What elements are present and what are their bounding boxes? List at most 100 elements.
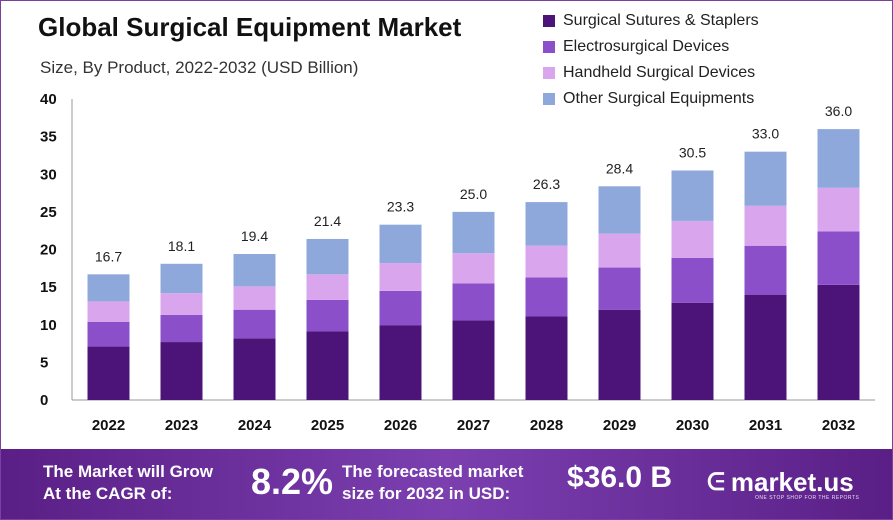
bar-segment bbox=[379, 263, 422, 291]
y-tick-label: 25 bbox=[40, 204, 57, 221]
y-tick-label: 40 bbox=[40, 91, 57, 108]
legend-swatch-handheld bbox=[543, 67, 555, 79]
legend-swatch-other bbox=[543, 93, 555, 105]
y-tick-label: 5 bbox=[40, 354, 48, 371]
x-tick-label: 2029 bbox=[603, 417, 636, 434]
total-label: 28.4 bbox=[606, 160, 633, 176]
total-label: 33.0 bbox=[752, 126, 779, 142]
bar-segment bbox=[306, 331, 349, 400]
chart-legend: Surgical Sutures & Staplers Electrosurgi… bbox=[543, 8, 759, 112]
bar-segment bbox=[525, 277, 568, 317]
bar-segment bbox=[160, 263, 203, 294]
legend-label-handheld: Handheld Surgical Devices bbox=[563, 64, 756, 81]
footer-forecast-caption: The forecasted market size for 2032 in U… bbox=[342, 461, 572, 505]
bar-segment bbox=[379, 325, 422, 400]
footer-forecast-caption-line2: size for 2032 in USD: bbox=[342, 484, 511, 503]
bar-segment bbox=[525, 316, 568, 400]
total-label: 21.4 bbox=[314, 213, 341, 229]
brand-name: market.us bbox=[730, 467, 854, 497]
x-tick-label: 2025 bbox=[311, 417, 344, 434]
bar-segment bbox=[233, 309, 276, 339]
brand-mark-icon: ᕮ bbox=[707, 468, 725, 496]
chart-subtitle: Size, By Product, 2022-2032 (USD Billion… bbox=[40, 58, 359, 77]
x-tick-label: 2028 bbox=[530, 417, 563, 434]
x-tick-label: 2027 bbox=[457, 417, 490, 434]
y-tick-label: 30 bbox=[40, 166, 57, 183]
bar-segment bbox=[671, 220, 714, 258]
x-tick-label: 2024 bbox=[238, 417, 272, 434]
total-label: 26.3 bbox=[533, 176, 560, 192]
bar-segment bbox=[87, 274, 130, 302]
y-tick-label: 20 bbox=[40, 242, 57, 259]
bar-segment bbox=[744, 294, 787, 400]
bar-segment bbox=[87, 346, 130, 400]
footer-forecast-value: $36.0 B bbox=[567, 461, 673, 494]
footer-forecast-caption-line1: The forecasted market bbox=[342, 462, 524, 481]
y-tick-label: 0 bbox=[40, 392, 48, 409]
legend-item-electrosurgical: Electrosurgical Devices bbox=[543, 34, 759, 60]
bar-segment bbox=[452, 320, 495, 400]
legend-item-handheld: Handheld Surgical Devices bbox=[543, 60, 759, 86]
x-tick-label: 2026 bbox=[384, 417, 417, 434]
bar-segment bbox=[671, 257, 714, 303]
footer-cagr-caption-line1: The Market will Grow bbox=[43, 462, 214, 481]
footer-cagr-caption-line2: At the CAGR of: bbox=[43, 484, 173, 503]
total-label: 25.0 bbox=[460, 186, 487, 202]
bar-segment bbox=[598, 309, 641, 400]
bar-segment bbox=[233, 254, 276, 287]
bar-segment bbox=[452, 253, 495, 284]
legend-label-sutures: Surgical Sutures & Staplers bbox=[563, 12, 759, 29]
legend-label-electrosurgical: Electrosurgical Devices bbox=[563, 38, 730, 55]
bar-segment bbox=[452, 283, 495, 321]
x-tick-label: 2023 bbox=[165, 417, 198, 434]
y-tick-label: 35 bbox=[40, 129, 57, 146]
bar-segment bbox=[87, 301, 130, 322]
bar-segment bbox=[233, 286, 276, 310]
bar-segment bbox=[233, 338, 276, 400]
x-tick-label: 2022 bbox=[92, 417, 125, 434]
bar-segment bbox=[744, 245, 787, 295]
total-label: 23.3 bbox=[387, 199, 414, 215]
total-label: 18.1 bbox=[168, 238, 195, 254]
bar-segment bbox=[817, 187, 860, 232]
y-tick-label: 15 bbox=[40, 279, 57, 296]
bar-segment bbox=[525, 202, 568, 246]
bar-segment bbox=[87, 321, 130, 347]
legend-swatch-sutures bbox=[543, 15, 555, 27]
total-label: 36.0 bbox=[825, 103, 852, 119]
bar-segment bbox=[598, 233, 641, 268]
bar-segment bbox=[817, 231, 860, 285]
footer-banner: The Market will Grow At the CAGR of: 8.2… bbox=[1, 449, 892, 519]
bar-segment bbox=[160, 314, 203, 343]
total-label: 30.5 bbox=[679, 144, 706, 160]
bar-segment bbox=[817, 129, 860, 188]
stacked-bar-chart: 051015202530354016.7202218.1202319.42024… bbox=[40, 91, 875, 434]
bar-segment bbox=[160, 342, 203, 400]
bar-segment bbox=[671, 302, 714, 400]
legend-item-other: Other Surgical Equipments bbox=[543, 86, 759, 112]
footer-cagr-value: 8.2% bbox=[251, 461, 334, 502]
legend-swatch-electrosurgical bbox=[543, 41, 555, 53]
footer-cagr-caption: The Market will Grow At the CAGR of: bbox=[43, 461, 253, 505]
total-label: 19.4 bbox=[241, 228, 268, 244]
bar-segment bbox=[525, 245, 568, 278]
bar-segment bbox=[598, 267, 641, 310]
bar-segment bbox=[160, 293, 203, 315]
x-tick-label: 2032 bbox=[822, 417, 855, 434]
x-tick-label: 2031 bbox=[749, 417, 782, 434]
brand-logo[interactable]: ᕮ market.us ONE STOP SHOP FOR THE REPORT… bbox=[707, 467, 859, 501]
x-tick-label: 2030 bbox=[676, 417, 709, 434]
bar-segment bbox=[744, 205, 787, 246]
chart-title: Global Surgical Equipment Market bbox=[38, 12, 462, 42]
bar-segment bbox=[598, 186, 641, 234]
bar-segment bbox=[306, 238, 349, 275]
y-tick-label: 10 bbox=[40, 317, 57, 334]
brand-tagline: ONE STOP SHOP FOR THE REPORTS bbox=[755, 495, 860, 501]
bar-segment bbox=[452, 211, 495, 254]
bar-segment bbox=[379, 290, 422, 326]
bar-segment bbox=[817, 284, 860, 400]
bar-segment bbox=[671, 170, 714, 221]
legend-label-other: Other Surgical Equipments bbox=[563, 90, 755, 107]
total-label: 16.7 bbox=[95, 248, 122, 264]
